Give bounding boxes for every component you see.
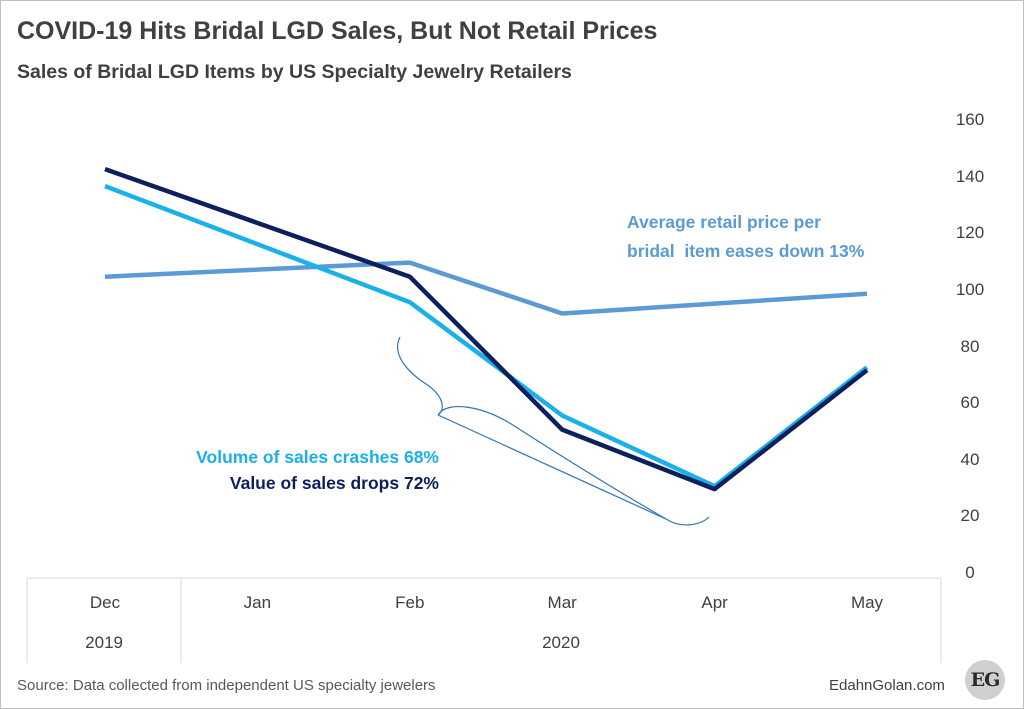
price-series-line bbox=[104, 260, 868, 316]
y-tick-label: 100 bbox=[955, 279, 985, 299]
chart-subtitle: Sales of Bridal LGD Items by US Specialt… bbox=[17, 61, 572, 83]
y-tick-label: 60 bbox=[960, 393, 980, 413]
y-tick-label: 40 bbox=[960, 449, 980, 469]
y-tick-label: 0 bbox=[965, 563, 975, 582]
site-name: EdahnGolan.com bbox=[829, 677, 945, 694]
price-annotation: Average retail price per bridal item eas… bbox=[627, 208, 864, 266]
eg-logo: EG bbox=[965, 660, 1005, 700]
x-tick-label: Jan bbox=[243, 593, 272, 612]
y-tick-label: 20 bbox=[960, 506, 980, 526]
x-year-label: 2019 bbox=[85, 633, 123, 652]
y-tick-label: 140 bbox=[955, 166, 985, 186]
chart-title: COVID-19 Hits Bridal LGD Sales, But Not … bbox=[17, 17, 658, 45]
volume-annotation: Volume of sales crashes 68% bbox=[196, 447, 439, 467]
annotation-brace bbox=[397, 336, 710, 526]
source-note: Source: Data collected from independent … bbox=[17, 677, 436, 694]
x-tick-label: Mar bbox=[547, 593, 577, 612]
price-annotation-line2: bridal item eases down 13% bbox=[627, 241, 865, 261]
x-tick-label: Apr bbox=[701, 593, 728, 612]
y-tick-label: 80 bbox=[960, 336, 980, 356]
price-annotation-line1: Average retail price per bbox=[627, 212, 821, 232]
y-tick-label: 120 bbox=[955, 223, 985, 243]
x-tick-label: May bbox=[850, 593, 884, 612]
annotation-connector bbox=[437, 414, 667, 520]
x-tick-label: Feb bbox=[395, 593, 425, 612]
volume-series-line bbox=[104, 183, 869, 489]
x-tick-label: Dec bbox=[89, 593, 121, 612]
y-tick-label: 160 bbox=[955, 110, 985, 129]
value-annotation: Value of sales drops 72% bbox=[229, 473, 439, 493]
x-year-label: 2020 bbox=[542, 633, 580, 652]
